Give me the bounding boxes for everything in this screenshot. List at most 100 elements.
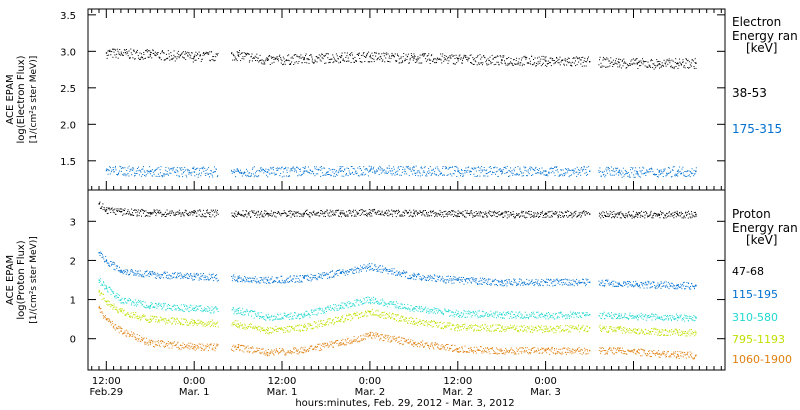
data-point — [309, 212, 311, 214]
data-point — [419, 210, 421, 212]
data-point — [439, 58, 441, 60]
data-point — [487, 58, 489, 60]
data-point — [580, 63, 582, 65]
data-point — [188, 214, 190, 216]
data-point — [377, 57, 379, 59]
data-point — [602, 211, 604, 213]
data-point — [426, 212, 427, 214]
data-point — [247, 170, 249, 172]
data-point-47-68-13 — [545, 213, 547, 215]
data-point — [492, 315, 494, 317]
data-point — [116, 208, 118, 210]
data-point — [99, 201, 101, 203]
data-point — [497, 316, 499, 318]
data-point — [306, 209, 308, 211]
data-point — [369, 170, 371, 172]
data-point — [255, 175, 257, 177]
data-point — [288, 175, 290, 177]
data-point — [662, 285, 664, 287]
data-point — [533, 212, 535, 214]
data-point — [569, 284, 571, 286]
data-point — [537, 61, 539, 63]
data-point — [281, 166, 283, 168]
data-point — [403, 270, 405, 272]
data-point — [523, 215, 525, 217]
data-point — [248, 314, 250, 316]
data-point — [634, 59, 636, 61]
data-point — [563, 283, 565, 285]
data-point — [349, 269, 351, 271]
data-point — [161, 274, 163, 275]
data-point — [453, 282, 455, 284]
data-point — [286, 277, 288, 279]
data-point — [268, 281, 270, 283]
data-point — [357, 167, 359, 169]
data-point — [261, 210, 262, 212]
data-point — [173, 214, 175, 216]
data-point — [284, 168, 285, 170]
data-point — [509, 175, 511, 177]
data-point — [516, 283, 518, 285]
data-point — [504, 314, 506, 315]
data-point — [681, 285, 683, 287]
data-point — [113, 51, 115, 53]
data-point — [502, 168, 504, 170]
data-point — [343, 272, 345, 274]
data-point — [268, 213, 270, 215]
data-point — [526, 175, 528, 177]
data-point — [419, 172, 421, 174]
data-point — [424, 307, 426, 309]
data-point — [235, 176, 237, 178]
data-point — [160, 53, 162, 55]
data-point — [494, 314, 496, 316]
data-point — [108, 262, 110, 264]
data-point — [264, 278, 266, 280]
data-point — [649, 213, 651, 215]
data-point — [523, 317, 525, 319]
data-point — [297, 278, 299, 279]
data-point — [439, 170, 441, 172]
data-point — [441, 312, 443, 314]
data-point — [560, 61, 562, 63]
data-point — [647, 215, 649, 217]
data-point — [184, 306, 185, 307]
data-point — [631, 217, 633, 219]
data-point — [124, 49, 126, 51]
data-point-47-68-0 — [98, 203, 100, 205]
data-point — [237, 313, 239, 315]
data-point — [625, 283, 627, 285]
data-point — [316, 212, 318, 214]
data-point — [452, 315, 454, 317]
data-point — [531, 168, 533, 170]
data-point — [408, 62, 410, 64]
data-point — [671, 67, 673, 69]
data-point — [171, 167, 173, 169]
data-point — [443, 216, 444, 218]
data-point — [523, 281, 525, 283]
data-point — [652, 171, 654, 173]
data-point — [464, 210, 466, 212]
data-point — [384, 303, 386, 305]
data-point — [174, 305, 176, 307]
data-point — [546, 212, 548, 214]
data-point — [297, 56, 299, 58]
data-point — [444, 308, 446, 310]
data-point — [116, 48, 118, 50]
data-point — [680, 211, 682, 213]
data-point — [408, 62, 410, 64]
data-point — [174, 215, 176, 217]
data-point — [118, 208, 120, 210]
data-point — [323, 274, 325, 276]
data-point — [171, 275, 173, 277]
data-point — [189, 307, 191, 308]
data-point — [605, 66, 607, 68]
data-point — [299, 275, 301, 277]
data-point — [239, 281, 241, 282]
data-point — [159, 175, 161, 177]
data-point — [615, 281, 617, 283]
data-point — [252, 173, 254, 175]
data-point — [240, 310, 242, 312]
data-point — [317, 312, 319, 314]
data-point — [385, 213, 387, 215]
data-point — [522, 212, 524, 214]
